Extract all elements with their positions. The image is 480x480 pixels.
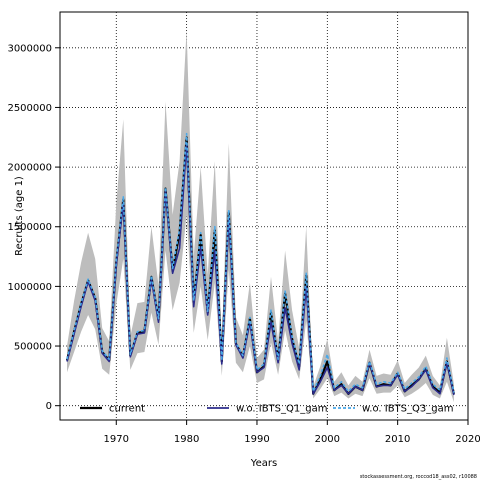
legend-label: w.o. IBTS_Q3_gam [362, 404, 453, 415]
plot-border [59, 11, 469, 421]
legend-item-3: w.o. IBTS_Q3_gam [333, 404, 453, 415]
confidence-band-layer [67, 29, 454, 403]
y-tick-label: 0 [46, 401, 52, 412]
footer-credit: stockassessment.org, roccod18_ass02, r10… [360, 474, 477, 480]
series-line-2 [66, 142, 455, 396]
legend-label: w.o. IBTS_Q1_gam [236, 404, 327, 415]
x-tick-label: 1980 [174, 434, 199, 445]
legend-item-2: w.o. IBTS_Q1_gam [207, 404, 327, 415]
legend-item-1: current [80, 404, 145, 415]
y-axis: 0 500000 1000000 1500000 2000000 2500000 30000… [7, 43, 60, 412]
series-line-3 [66, 132, 455, 393]
y-tick-label: 1500000 [7, 222, 52, 233]
current-confidence-band [67, 29, 454, 403]
legend: current w.o. IBTS_Q1_gam w.o. IBTS_Q3_gam [80, 404, 453, 415]
x-tick-label: 2000 [315, 434, 340, 445]
x-tick-label: 1970 [104, 434, 129, 445]
x-axis-label: Years [250, 458, 277, 469]
y-tick-label: 3000000 [7, 43, 52, 54]
legend-label: current [109, 404, 145, 415]
y-tick-label: 1000000 [7, 282, 52, 293]
y-tick-label: 2000000 [7, 163, 52, 174]
x-tick-label: 1990 [244, 434, 269, 445]
x-tick-label: 2010 [385, 434, 410, 445]
series-lines-layer [65, 132, 455, 396]
plot-frame [59, 11, 469, 421]
y-tick-label: 2500000 [7, 103, 52, 114]
y-tick-label: 500000 [14, 342, 52, 353]
x-axis: 1970 1980 1990 2000 2010 2020 [104, 420, 480, 445]
y-axis-label: Recruits (age 1) [14, 176, 25, 256]
x-tick-label: 2020 [455, 434, 480, 445]
